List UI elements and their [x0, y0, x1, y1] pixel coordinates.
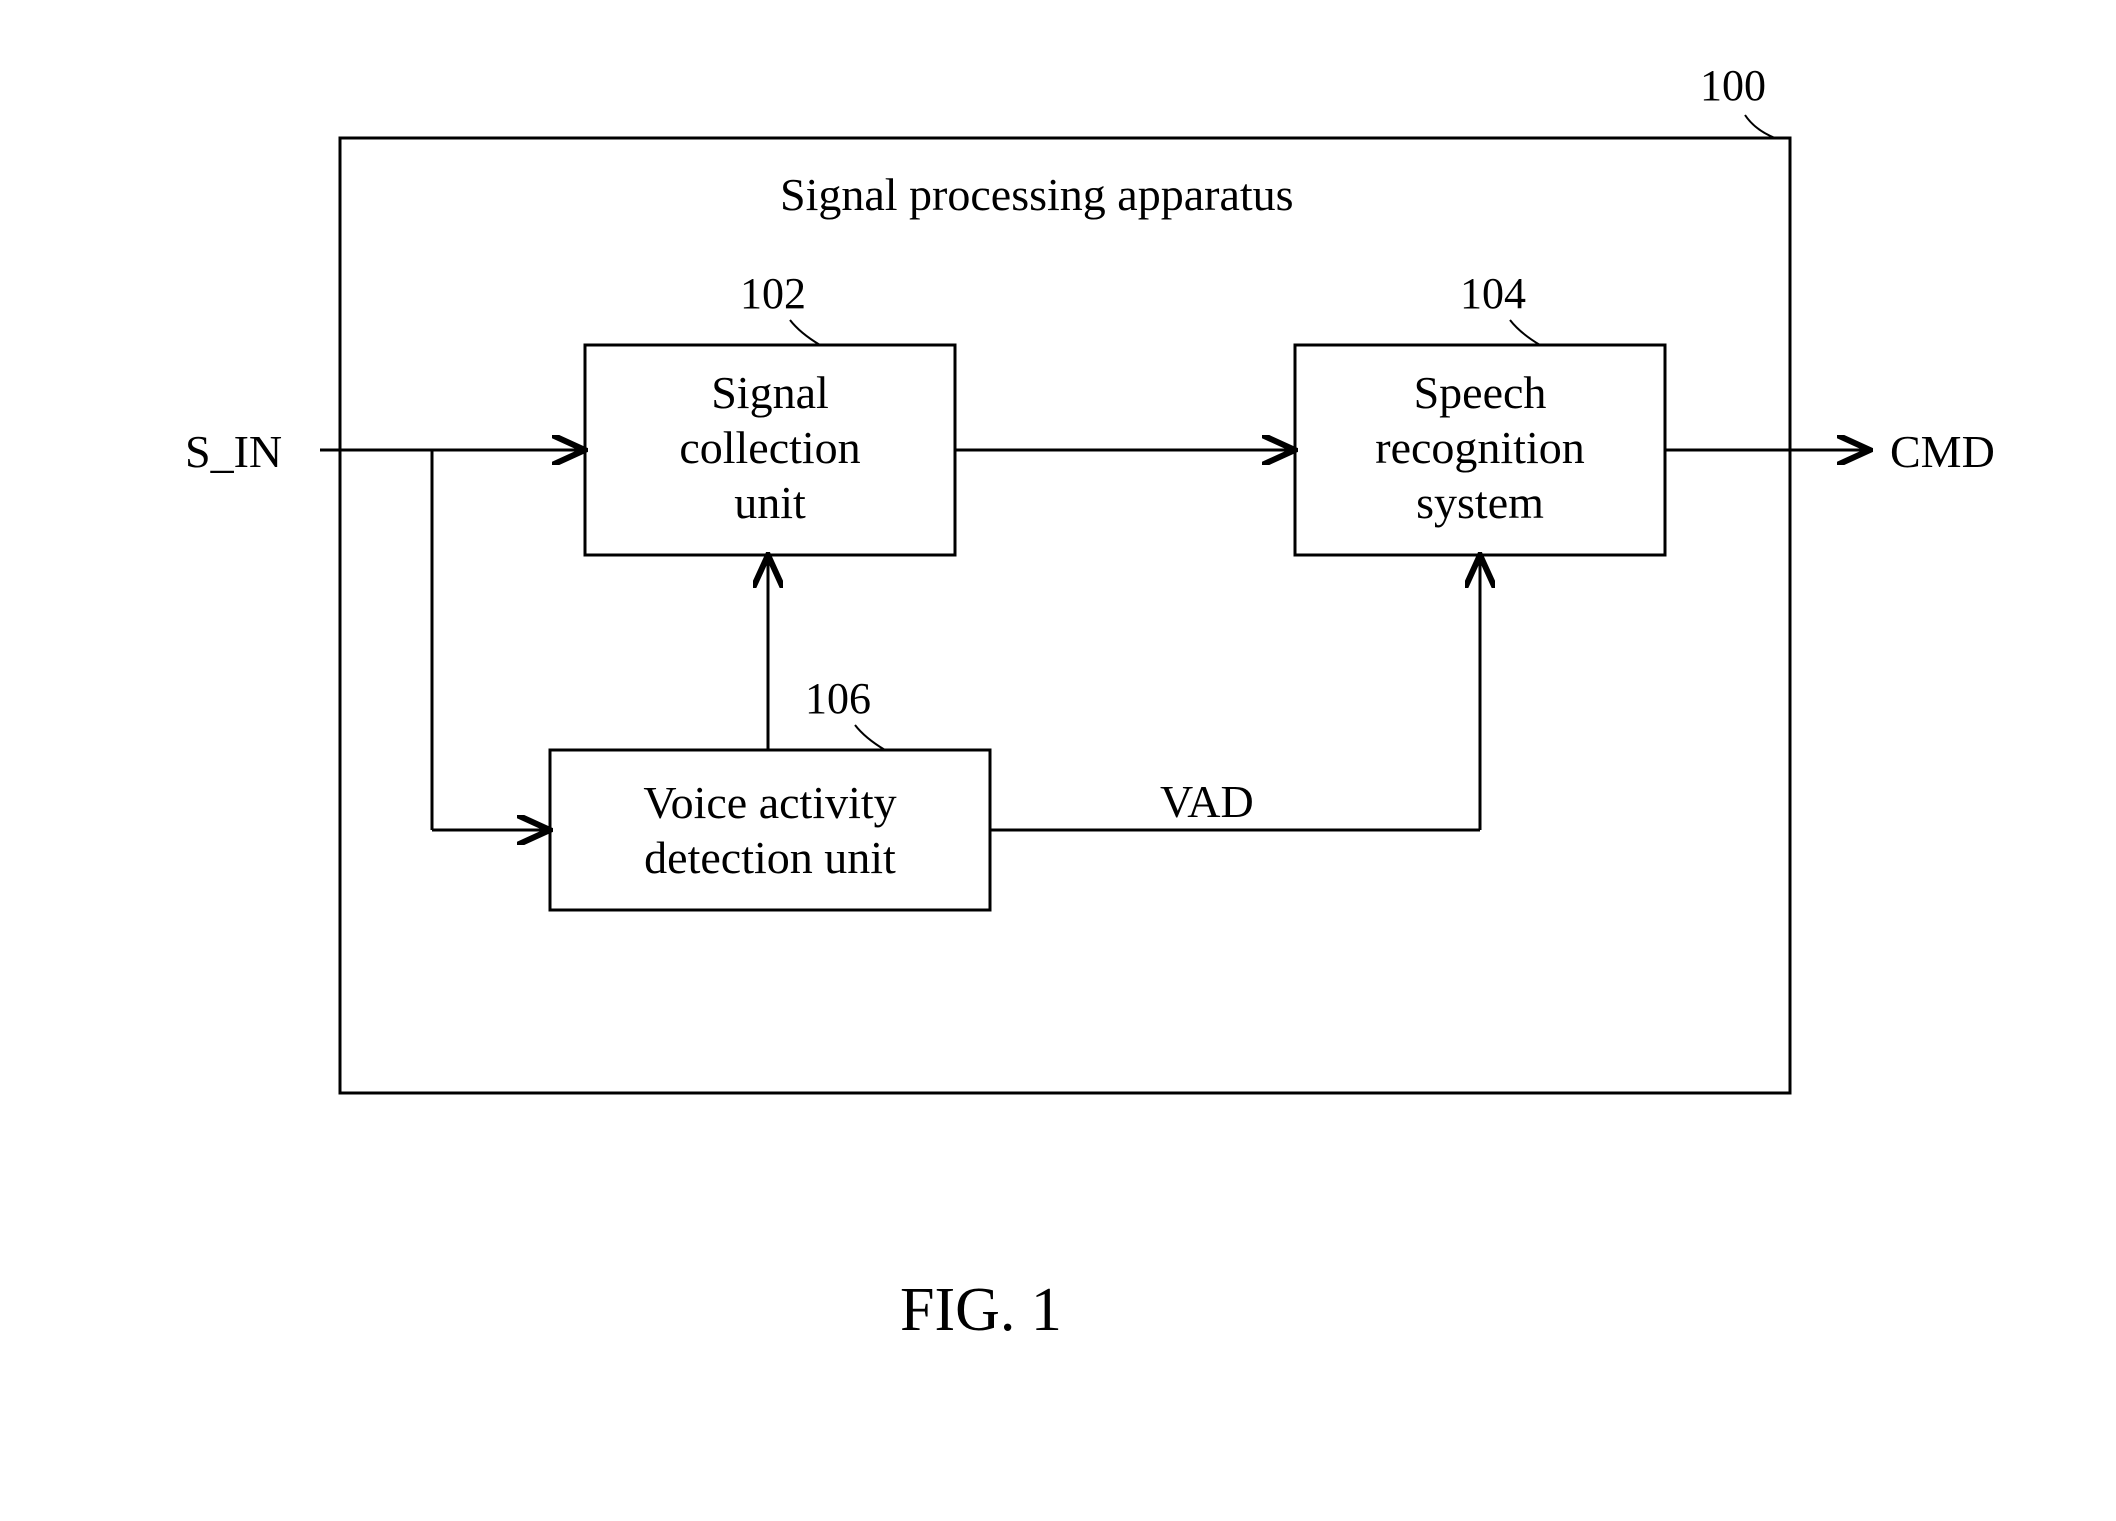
figure-caption: FIG. 1 [900, 1275, 1062, 1346]
speech-recognition-label: Speech recognition system [1295, 365, 1665, 531]
ref102-leader [790, 320, 820, 345]
outer-box [340, 138, 1790, 1093]
ref-100: 100 [1700, 60, 1766, 111]
sin-label: S_IN [185, 425, 282, 478]
outer-box-title: Signal processing apparatus [780, 168, 1294, 221]
ref-102: 102 [740, 268, 806, 319]
ref106-leader [855, 725, 885, 750]
ref104-leader [1510, 320, 1540, 345]
ref-104: 104 [1460, 268, 1526, 319]
vad-label: VAD [1160, 775, 1254, 828]
block-diagram: Signal processing apparatus 100 102 104 … [0, 0, 2116, 1521]
cmd-label: CMD [1890, 425, 1995, 478]
ref-106: 106 [805, 673, 871, 724]
voice-activity-label: Voice activity detection unit [550, 775, 990, 885]
ref100-leader [1745, 115, 1775, 138]
signal-collection-label: Signal collection unit [585, 365, 955, 531]
